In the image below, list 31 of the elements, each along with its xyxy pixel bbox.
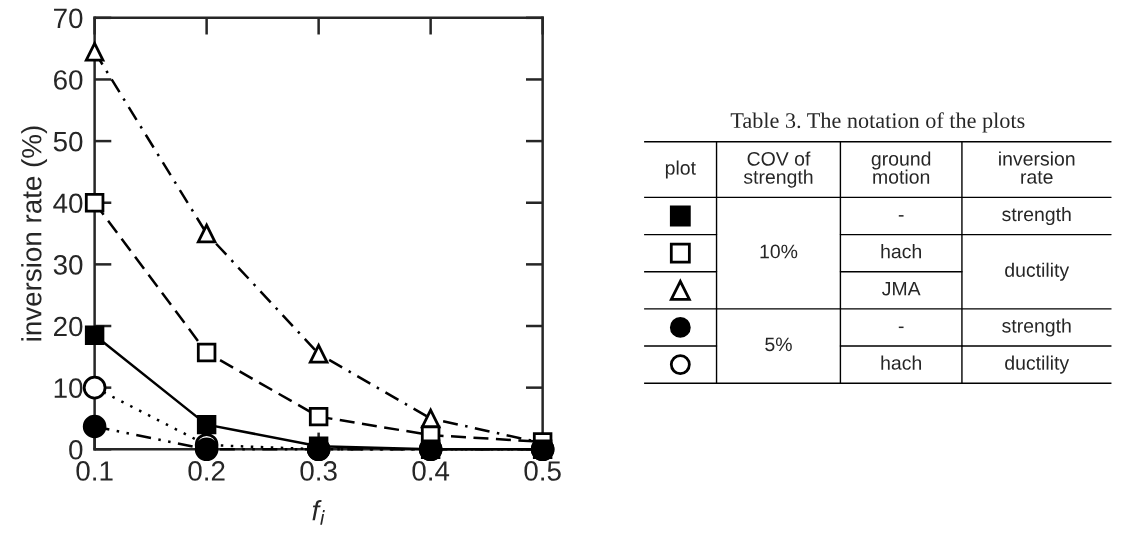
x-tick-label: 0.5 [524,461,561,481]
text: 5% [765,337,792,352]
text: COV of strength [743,151,813,188]
text: inversion rate [999,151,1075,184]
x-tick-label: 0.2 [188,461,225,481]
x-axis-title: f$_{i}$ [312,500,325,525]
text: - [898,215,904,217]
text: strength [1002,318,1071,337]
text: Table 3. The notation of the plots [730,112,1025,133]
y-tick-label: 10 [54,378,83,398]
text: - [898,326,904,329]
y-tick-label: 70 [54,8,83,29]
x-tick-label: 0.1 [76,461,113,481]
text: strength [1002,206,1071,226]
text: ductility [1005,262,1070,281]
x-tick-label: 0.3 [300,461,337,481]
text: plot [665,160,696,179]
text: 10% [760,244,798,259]
y-tick-label: 30 [53,255,83,275]
text: hach [881,355,921,370]
text: ground motion [871,151,931,184]
y-tick-label: 0 [69,439,83,460]
y-tick-label: 60 [54,70,83,90]
y-tick-label: 40 [53,193,83,214]
text: hach [881,244,921,259]
x-tick-label: 0.4 [412,461,450,481]
y-axis-title: inversion rate (%) [21,126,48,341]
y-tick-label: 50 [53,131,83,152]
text: ductility [1005,355,1070,374]
y-tick-label: 20 [54,316,83,337]
text: JMA [882,281,921,296]
